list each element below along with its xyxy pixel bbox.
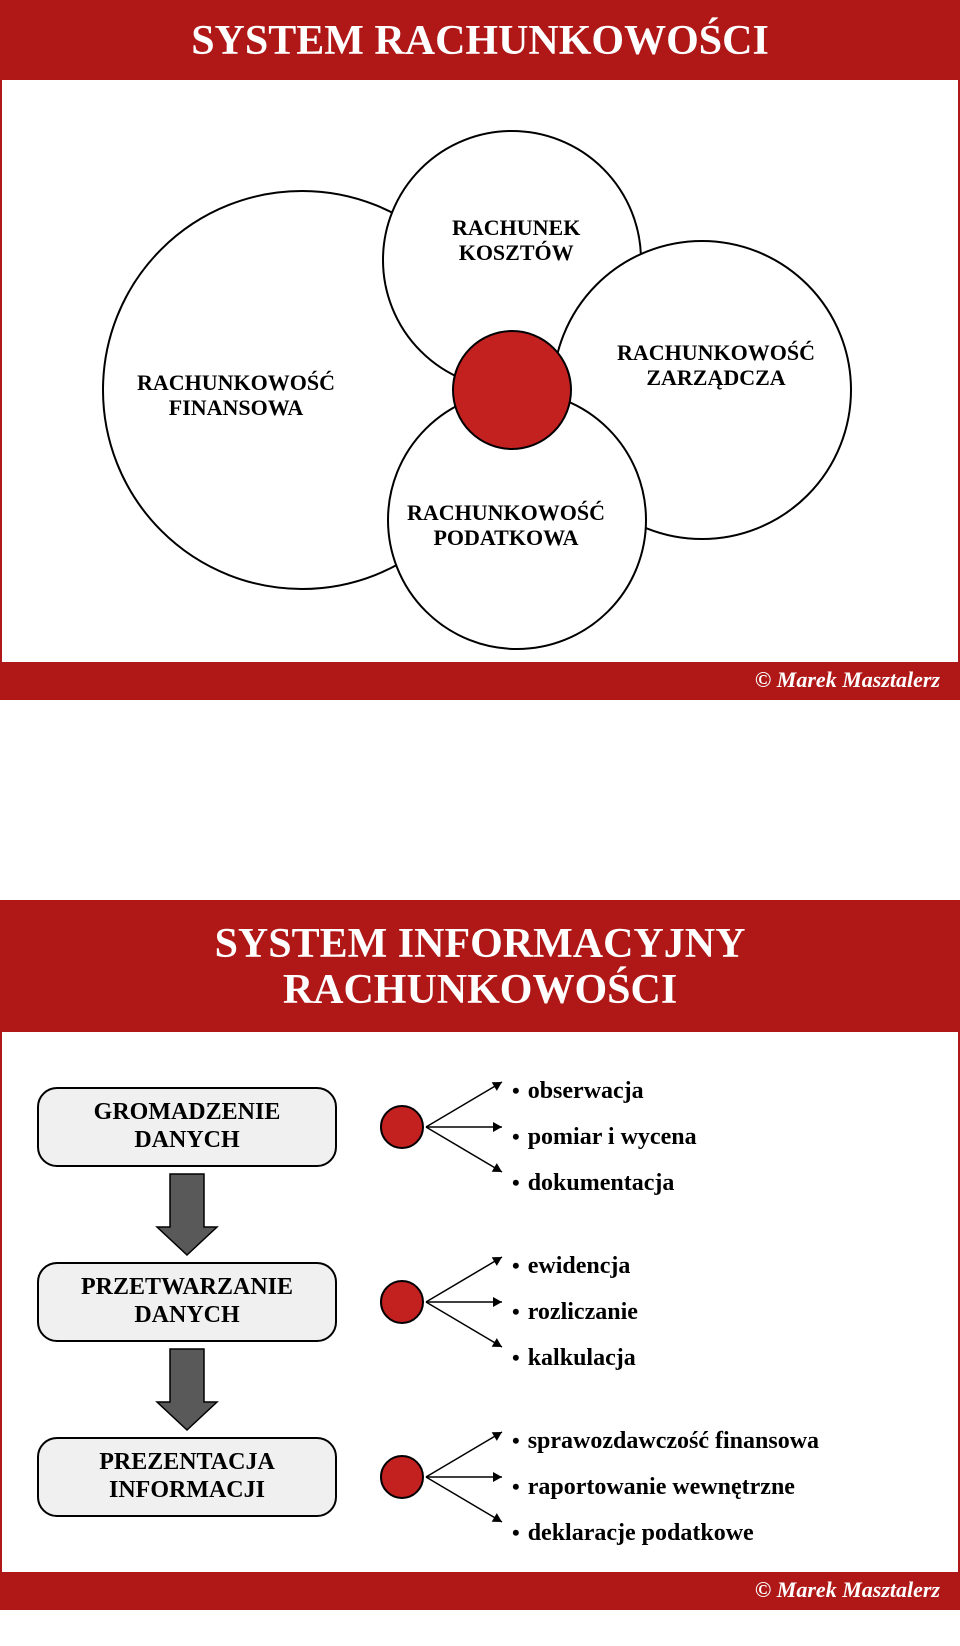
slide2-title-line1: SYSTEM INFORMACYJNY: [215, 921, 746, 967]
flow-dot-2: [380, 1280, 424, 1324]
venn-diagram: RACHUNKOWOŚĆFINANSOWA RACHUNEKKOSZTÓW RACH…: [2, 80, 958, 660]
flow-dot-1: [380, 1105, 424, 1149]
slide1-footer-text: © Marek Masztalerz: [755, 667, 940, 693]
bullet-item: •kalkulacja: [512, 1335, 638, 1381]
bullet-item: •deklaracje podatkowe: [512, 1510, 819, 1556]
bullet-item: •ewidencja: [512, 1243, 638, 1289]
flow-diagram: GROMADZENIEDANYCH PRZETWARZANIEDANYCH PREZ…: [2, 1032, 958, 1572]
venn-label-podatkowa: RACHUNKOWOŚĆPODATKOWA: [407, 500, 605, 551]
bullet-text: raportowanie wewnętrzne: [528, 1473, 795, 1502]
slide2-footer: © Marek Masztalerz: [2, 1572, 958, 1608]
bullet-text: sprawozdawczość finansowa: [528, 1427, 819, 1456]
bullet-text: ewidencja: [528, 1252, 631, 1281]
slide2-title-line2: RACHUNKOWOŚCI: [283, 967, 677, 1013]
venn-label-zarzadcza: RACHUNKOWOŚĆZARZĄDCZA: [617, 340, 815, 391]
slide2-header: SYSTEM INFORMACYJNY RACHUNKOWOŚCI: [2, 902, 958, 1032]
flow-box-przetwarzanie: PRZETWARZANIEDANYCH: [37, 1262, 337, 1342]
bullet-text: dokumentacja: [528, 1169, 675, 1198]
bullet-item: •raportowanie wewnętrzne: [512, 1464, 819, 1510]
bullet-text: rozliczanie: [528, 1298, 638, 1327]
bullet-item: •obserwacja: [512, 1068, 697, 1114]
flow-arrow-2: [152, 1347, 222, 1432]
slide-gap: [0, 700, 960, 900]
bullet-item: •sprawozdawczość finansowa: [512, 1418, 819, 1464]
slide2-footer-text: © Marek Masztalerz: [755, 1577, 940, 1603]
bullet-group-3: •sprawozdawczość finansowa•raportowanie …: [512, 1418, 819, 1556]
bullet-text: pomiar i wycena: [528, 1123, 697, 1152]
slide-1: SYSTEM RACHUNKOWOŚCI RACHUNKOWOŚĆFINANSO…: [0, 0, 960, 700]
fan-line-3-3: [420, 1471, 508, 1528]
slide1-header: SYSTEM RACHUNKOWOŚCI: [2, 2, 958, 80]
flow-arrow-1: [152, 1172, 222, 1257]
bullet-text: deklaracje podatkowe: [528, 1519, 754, 1548]
bullet-item: •pomiar i wycena: [512, 1114, 697, 1160]
bullet-text: kalkulacja: [528, 1344, 636, 1373]
bullet-item: •dokumentacja: [512, 1160, 697, 1206]
bullet-group-2: •ewidencja•rozliczanie•kalkulacja: [512, 1243, 638, 1381]
flow-box-prezentacja: PREZENTACJAINFORMACJI: [37, 1437, 337, 1517]
fan-line-1-3: [420, 1121, 508, 1178]
flow-box-gromadzenie: GROMADZENIEDANYCH: [37, 1087, 337, 1167]
flow-dot-3: [380, 1455, 424, 1499]
slide1-footer: © Marek Masztalerz: [2, 662, 958, 698]
slide-2: SYSTEM INFORMACYJNY RACHUNKOWOŚCI GROMAD…: [0, 900, 960, 1610]
bullet-text: obserwacja: [528, 1077, 644, 1106]
venn-center-dot: [452, 330, 572, 450]
venn-label-kosztow: RACHUNEKKOSZTÓW: [452, 215, 580, 266]
bullet-item: •rozliczanie: [512, 1289, 638, 1335]
fan-line-2-3: [420, 1296, 508, 1353]
bullet-group-1: •obserwacja•pomiar i wycena•dokumentacja: [512, 1068, 697, 1206]
slide1-title: SYSTEM RACHUNKOWOŚCI: [191, 17, 769, 65]
venn-label-finansowa: RACHUNKOWOŚĆFINANSOWA: [137, 370, 335, 421]
